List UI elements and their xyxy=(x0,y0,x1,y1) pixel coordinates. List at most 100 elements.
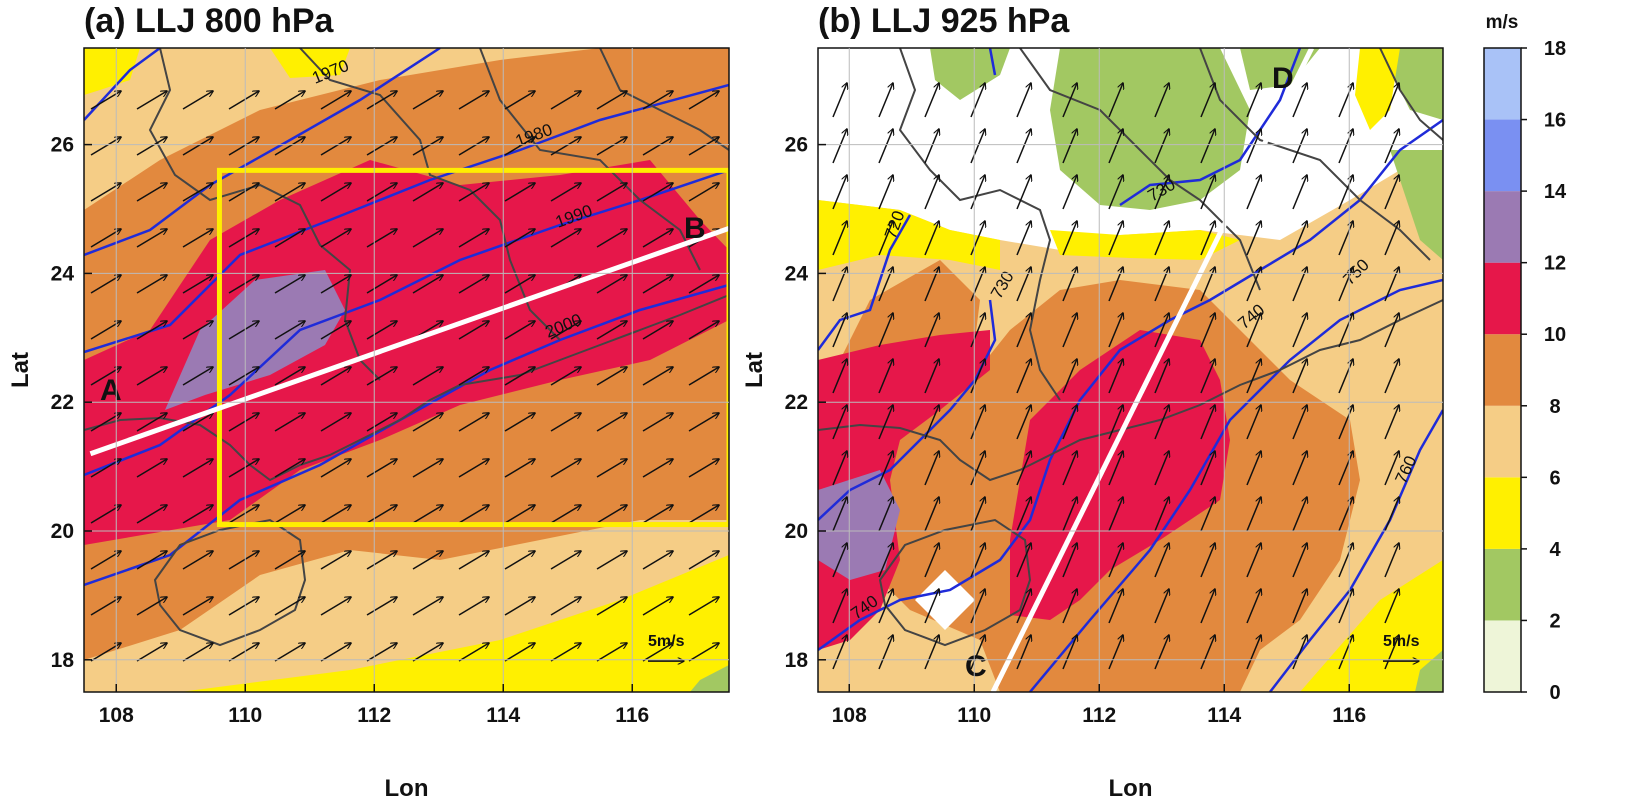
wind-arrow xyxy=(504,367,535,386)
wind-arrow xyxy=(550,91,581,110)
wind-arrow xyxy=(1384,589,1399,624)
colorbar-bins xyxy=(1484,48,1521,692)
colorbar-unit: m/s xyxy=(1486,12,1519,33)
coastline-line xyxy=(84,294,729,482)
colorbar-tick-label: 0 xyxy=(1549,682,1560,704)
colorbar-tick-label: 18 xyxy=(1544,38,1566,60)
wind-arrow xyxy=(320,229,351,248)
wind-arrow xyxy=(1062,543,1077,578)
wind-arrow xyxy=(1108,497,1123,532)
wind-arrow xyxy=(1108,313,1123,348)
wind-arrow xyxy=(832,175,847,210)
wind-arrow xyxy=(1292,359,1307,394)
reference-vector-a: 5m/s xyxy=(648,633,685,661)
wind-arrow xyxy=(596,643,627,662)
wind-arrow xyxy=(1384,175,1399,210)
wind-arrow xyxy=(228,229,259,248)
wind-arrow xyxy=(1108,83,1123,118)
wind-arrow xyxy=(1246,405,1261,440)
wind-arrow xyxy=(1292,313,1307,348)
wind-arrow xyxy=(228,137,259,156)
wind-arrow xyxy=(878,221,893,256)
y-tick-label: 26 xyxy=(51,134,74,157)
wind-arrow xyxy=(458,413,489,432)
wind-arrow xyxy=(1200,83,1215,118)
wind-arrow xyxy=(1016,405,1031,440)
geopotential-contours xyxy=(818,48,1443,692)
wind-arrow xyxy=(642,183,673,202)
panel-a-title: (a) LLJ 800 hPa xyxy=(84,2,335,40)
wind-arrow xyxy=(182,551,213,570)
wind-speed-2-4-fill xyxy=(1390,150,1443,260)
wind-arrow xyxy=(1292,267,1307,302)
contour-line xyxy=(1269,409,1443,692)
wind-arrow xyxy=(1062,221,1077,256)
wind-arrow xyxy=(878,267,893,302)
x-tick-label: 108 xyxy=(832,704,867,727)
wind-arrow xyxy=(274,643,305,662)
wind-arrow xyxy=(1108,543,1123,578)
wind-arrow xyxy=(1062,405,1077,440)
wind-arrow xyxy=(274,505,305,524)
wind-arrow xyxy=(136,643,167,662)
wind-arrow xyxy=(970,405,985,440)
wind-arrow xyxy=(1062,129,1077,164)
wind-arrow xyxy=(688,275,719,294)
wind-arrow xyxy=(878,129,893,164)
wind-arrow xyxy=(1338,451,1353,486)
wind-arrow xyxy=(1292,129,1307,164)
wind-arrow xyxy=(642,505,673,524)
wind-speed-4-6-fill xyxy=(818,200,1000,270)
wind-arrow xyxy=(320,91,351,110)
wind-arrow xyxy=(1016,497,1031,532)
wind-arrow xyxy=(320,459,351,478)
wind-arrow xyxy=(366,91,397,110)
colorbar-tick-label: 12 xyxy=(1544,253,1566,275)
wind-arrow xyxy=(924,129,939,164)
wind-arrow xyxy=(366,321,397,340)
wind-arrow xyxy=(136,183,167,202)
wind-arrow xyxy=(642,367,673,386)
contour-line xyxy=(84,83,729,354)
wind-arrow xyxy=(320,413,351,432)
wind-arrow xyxy=(1200,129,1215,164)
wind-arrow xyxy=(1062,313,1077,348)
wind-arrow xyxy=(1384,313,1399,348)
wind-arrow xyxy=(1154,83,1169,118)
province-border xyxy=(1379,48,1443,141)
wind-arrow xyxy=(832,359,847,394)
wind-arrow xyxy=(688,367,719,386)
wind-arrow xyxy=(596,229,627,248)
contour-line xyxy=(818,214,912,351)
wind-arrow xyxy=(642,275,673,294)
wind-arrow xyxy=(550,183,581,202)
wind-arrow xyxy=(1016,175,1031,210)
colorbar: m/s 0 2 4 6 8 10 12 14 16 18 xyxy=(1483,12,1567,704)
wind-arrow xyxy=(1384,497,1399,532)
wind-arrow xyxy=(1154,129,1169,164)
wind-arrow xyxy=(1384,451,1399,486)
wind-arrow xyxy=(924,635,939,670)
wind-arrow xyxy=(366,643,397,662)
contour-line xyxy=(1119,48,1302,207)
wind-arrow xyxy=(1338,589,1353,624)
wind-arrow xyxy=(366,459,397,478)
wind-arrow xyxy=(504,505,535,524)
wind-arrow xyxy=(228,551,259,570)
wind-arrow xyxy=(366,505,397,524)
wind-arrow xyxy=(504,229,535,248)
wind-arrow xyxy=(688,413,719,432)
wind-arrow xyxy=(1338,175,1353,210)
wind-arrow xyxy=(1062,83,1077,118)
wind-arrow xyxy=(228,505,259,524)
wind-arrow xyxy=(878,313,893,348)
x-tick-label: 112 xyxy=(1082,704,1116,727)
wind-arrow xyxy=(642,229,673,248)
wind-arrow xyxy=(136,229,167,248)
wind-arrow xyxy=(596,367,627,386)
wind-arrow xyxy=(596,137,627,156)
wind-arrow xyxy=(970,175,985,210)
wind-arrow xyxy=(412,505,443,524)
wind-arrow xyxy=(136,367,167,386)
